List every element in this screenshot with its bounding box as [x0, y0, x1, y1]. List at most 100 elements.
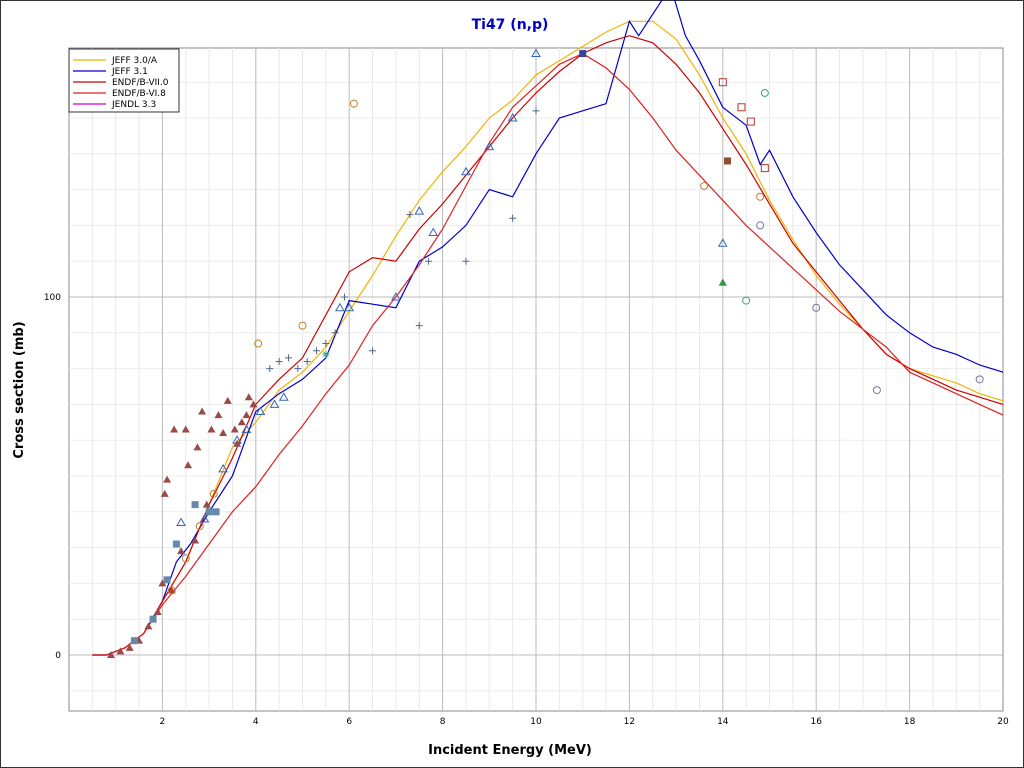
data-point — [717, 238, 728, 247]
data-point — [193, 443, 202, 451]
grid-minor — [69, 48, 1003, 711]
data-point — [278, 392, 289, 401]
x-tick-label: 10 — [530, 717, 542, 727]
y-axis-label: Cross section (mb) — [12, 321, 27, 458]
data-point — [199, 513, 210, 523]
data-point — [531, 48, 541, 58]
data-point — [195, 522, 204, 531]
data-point — [275, 357, 283, 365]
data-point — [742, 296, 751, 305]
experimental-points — [107, 48, 984, 658]
legend-entry: ENDF/B-VII.0 — [112, 78, 169, 88]
legend-entry: JENDL 3.3 — [111, 100, 156, 110]
grid-major — [69, 48, 1003, 711]
data-point — [425, 257, 433, 265]
data-point — [198, 407, 207, 415]
data-point — [484, 141, 495, 151]
data-point — [428, 227, 439, 237]
x-tick-label: 4 — [253, 717, 259, 727]
data-point — [191, 536, 200, 544]
data-point — [975, 375, 984, 384]
series-line-4 — [92, 52, 1004, 656]
data-point — [202, 500, 211, 508]
data-point — [170, 425, 179, 433]
data-point — [294, 365, 302, 373]
data-point — [760, 88, 769, 97]
series-line-3 — [92, 35, 1004, 656]
data-point — [369, 347, 377, 355]
data-point — [391, 291, 401, 301]
data-point — [160, 489, 169, 497]
data-point — [242, 411, 251, 419]
data-point — [269, 399, 280, 408]
data-point — [219, 429, 228, 437]
data-point — [415, 322, 423, 330]
data-point — [812, 303, 821, 312]
x-tick-label: 12 — [624, 717, 635, 727]
x-tick-label: 8 — [440, 717, 446, 727]
y-tick-label: 0 — [55, 651, 61, 661]
data-point — [184, 461, 193, 469]
data-point — [406, 211, 414, 219]
data-point — [532, 107, 540, 115]
data-point — [125, 643, 134, 651]
data-point — [254, 339, 263, 348]
data-point — [760, 164, 769, 173]
data-point — [344, 302, 355, 312]
data-point — [212, 508, 220, 516]
data-point — [244, 393, 253, 401]
x-axis-label: Incident Energy (MeV) — [428, 743, 592, 758]
data-point — [191, 501, 199, 509]
data-point — [737, 103, 746, 112]
data-point — [130, 637, 138, 645]
data-point — [341, 293, 349, 301]
data-point — [507, 112, 518, 122]
data-point — [181, 554, 190, 563]
data-point — [322, 350, 330, 358]
data-point — [746, 117, 755, 126]
series-line-2 — [92, 0, 1004, 656]
data-point — [349, 99, 358, 108]
legend-entry: JEFF 3.0/A — [111, 56, 158, 66]
data-point — [334, 302, 345, 312]
data-point — [176, 517, 186, 527]
x-tick-label: 20 — [997, 717, 1009, 727]
data-point — [718, 78, 727, 87]
x-tick-label: 14 — [717, 717, 729, 727]
series-layer — [92, 0, 1004, 656]
data-point — [579, 50, 587, 58]
x-tick-label: 16 — [810, 717, 822, 727]
data-point — [461, 166, 471, 176]
legend-entry: JEFF 3.1 — [111, 67, 148, 77]
data-point — [718, 278, 727, 286]
legend-entry: ENDF/B-VI.8 — [112, 89, 166, 99]
data-point — [116, 647, 125, 655]
data-point — [723, 157, 731, 165]
data-point — [700, 182, 709, 191]
data-point — [209, 489, 218, 498]
data-point — [153, 608, 162, 616]
data-point — [414, 206, 425, 215]
data-point — [331, 329, 339, 337]
data-point — [872, 386, 881, 395]
data-point — [462, 257, 470, 265]
data-point — [266, 365, 274, 373]
data-point — [144, 622, 153, 630]
data-point — [163, 576, 171, 584]
data-point — [218, 463, 228, 473]
series-line-1 — [92, 20, 1004, 656]
x-tick-labels: 2 4 6 8 10 12 14 16 18 20 — [160, 717, 1009, 727]
x-tick-label: 2 — [160, 717, 166, 727]
data-point — [167, 586, 176, 594]
data-point — [509, 214, 517, 222]
data-point — [223, 396, 232, 404]
data-point — [163, 475, 172, 483]
x-tick-label: 18 — [904, 717, 916, 727]
y-tick-labels: 0 100 — [44, 293, 61, 661]
data-point — [322, 340, 330, 348]
data-point — [241, 424, 252, 433]
data-point — [237, 418, 246, 426]
data-point — [284, 354, 292, 362]
